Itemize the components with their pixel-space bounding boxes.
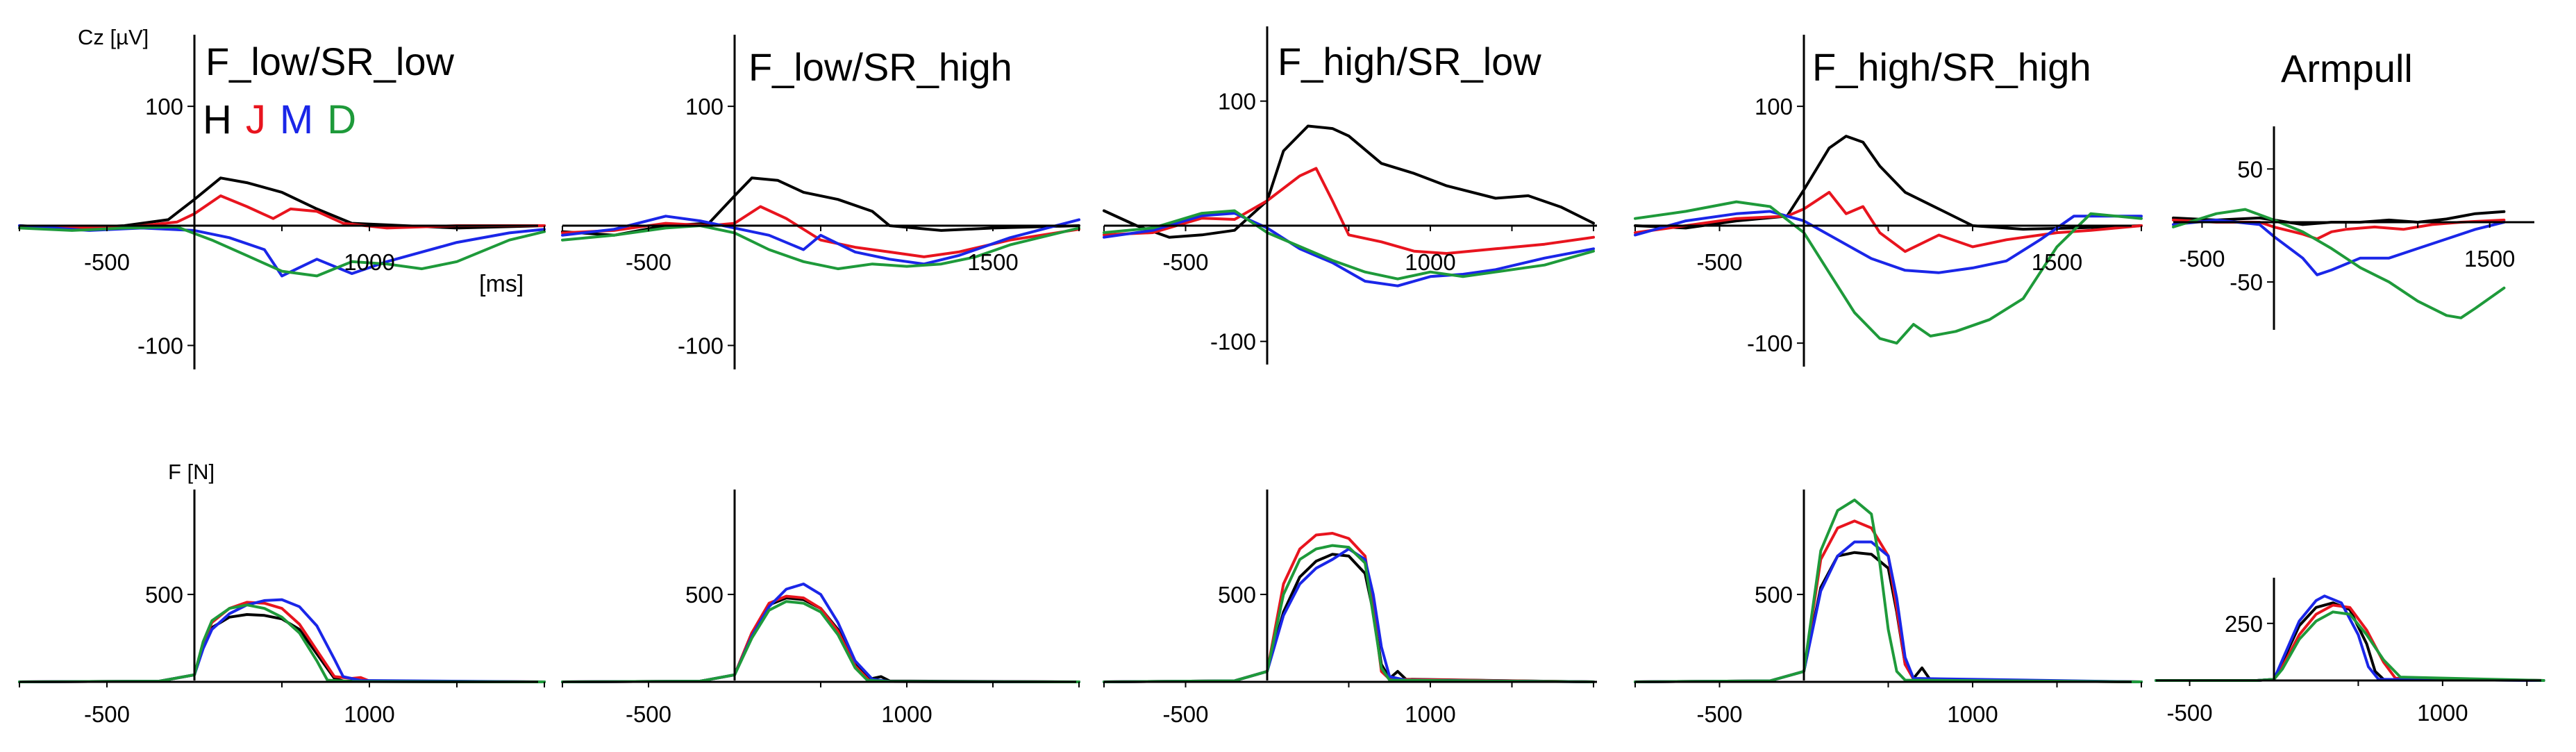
- series-line-j: [1634, 190, 2143, 253]
- series-line-h: [1103, 553, 1595, 683]
- legend-m: M: [280, 97, 313, 142]
- x-tick-label: -500: [1696, 249, 1742, 275]
- y-tick-label: 100: [685, 94, 724, 119]
- series-line-j: [18, 194, 546, 230]
- chart-title: F_low/SR_low: [206, 40, 454, 83]
- series-line-d: [2155, 610, 2545, 682]
- x-tick-label: -500: [2179, 246, 2225, 271]
- series-line-j: [18, 601, 546, 683]
- x-tick-label: -500: [1696, 701, 1742, 727]
- x-tick-label: 1000: [1405, 701, 1455, 727]
- time-unit-label: [ms]: [479, 271, 524, 297]
- series-line-m: [18, 598, 546, 683]
- eeg-y-axis-label: Cz [µV]: [78, 25, 149, 49]
- y-tick-label: -100: [1210, 329, 1256, 355]
- y-tick-label: 50: [2237, 156, 2263, 182]
- x-tick-label: 1000: [881, 701, 932, 727]
- series-line-d: [18, 603, 546, 683]
- chart-title: F_low/SR_high: [748, 45, 1012, 89]
- chart-panel-9: -500 1000 500: [1634, 490, 2143, 727]
- chart-title: F_high/SR_high: [1812, 45, 2091, 89]
- series-line-d: [1103, 209, 1595, 281]
- force-y-axis-label: F [N]: [168, 460, 215, 484]
- x-tick-label: 1000: [344, 701, 394, 727]
- chart-panel-1: -500 1000 100 -100 F_low/SR_low: [18, 35, 546, 369]
- x-tick-label: 1500: [2464, 246, 2515, 271]
- y-tick-label: 100: [1755, 94, 1793, 119]
- series-line-d: [1103, 544, 1595, 683]
- panels-group: -500 1000 100 -100 F_low/SR_low -500 1500 100 -1…: [18, 26, 2545, 727]
- legend-j: J: [246, 97, 266, 142]
- series-line-m: [561, 583, 1080, 683]
- series-line-h: [18, 176, 546, 230]
- legend-d: D: [327, 97, 356, 142]
- chart-panel-10: -500 1000 250: [2155, 578, 2545, 726]
- y-tick-label: 250: [2225, 611, 2263, 637]
- series-line-d: [18, 225, 546, 278]
- series-line-m: [1634, 210, 2143, 274]
- series-line-h: [1634, 135, 2143, 231]
- x-tick-label: 1000: [1405, 249, 1455, 275]
- series-line-h: [1103, 124, 1595, 239]
- series-line-j: [1634, 519, 2143, 683]
- series-line-m: [1103, 212, 1595, 287]
- y-tick-label: -100: [678, 333, 724, 359]
- y-tick-label: 500: [685, 582, 724, 608]
- y-tick-label: 500: [145, 582, 183, 608]
- y-tick-label: -100: [137, 333, 183, 359]
- chart-panel-6: -500 1000 500: [18, 490, 546, 727]
- y-tick-label: 500: [1218, 582, 1256, 608]
- x-tick-label: 1000: [1947, 701, 1998, 727]
- x-tick-label: -500: [84, 701, 130, 727]
- chart-panel-3: -500 1000 100 -100 F_high/SR_low: [1103, 26, 1597, 365]
- chart-panel-7: -500 1000 500: [561, 490, 1080, 727]
- y-tick-label: 100: [1218, 89, 1256, 115]
- series-line-m: [1103, 547, 1595, 683]
- chart-panel-2: -500 1500 100 -100 F_low/SR_high: [561, 35, 1080, 369]
- x-tick-label: -500: [626, 249, 671, 275]
- series-line-d: [1634, 200, 2143, 345]
- y-tick-label: 500: [1755, 582, 1793, 608]
- x-tick-label: 1000: [344, 249, 394, 275]
- series-line-h: [18, 613, 546, 683]
- x-tick-label: -500: [1162, 701, 1208, 727]
- x-tick-label: -500: [626, 701, 671, 727]
- x-tick-label: -500: [2167, 700, 2213, 726]
- x-tick-label: 1500: [967, 249, 1018, 275]
- series-line-d: [561, 600, 1080, 683]
- y-tick-label: 100: [145, 94, 183, 119]
- chart-panel-4: -500 1500 100 -100 F_high/SR_high: [1634, 35, 2143, 367]
- series-line-j: [561, 205, 1080, 258]
- series-line-j: [561, 594, 1080, 683]
- x-tick-label: 1500: [2032, 249, 2082, 275]
- chart-title: Armpull: [2281, 47, 2413, 90]
- y-tick-label: -100: [1747, 331, 1793, 356]
- series-line-d: [1634, 499, 2143, 683]
- series-line-m: [1634, 540, 2143, 683]
- x-tick-label: -500: [1162, 249, 1208, 275]
- series-line-h: [1634, 551, 2143, 683]
- chart-panel-8: -500 1000 500: [1103, 490, 1597, 727]
- y-tick-label: -50: [2230, 269, 2263, 295]
- series-line-d: [561, 224, 1080, 271]
- series-line-d: [2172, 208, 2506, 319]
- legend-h: H: [203, 97, 232, 142]
- chart-title: F_high/SR_low: [1278, 40, 1541, 83]
- x-tick-label: -500: [84, 249, 130, 275]
- x-tick-label: 1000: [2417, 700, 2468, 726]
- series-line-j: [1103, 167, 1595, 255]
- chart-panel-5: -500 1500 50 -50 Armpull: [2172, 47, 2534, 330]
- series-line-m: [561, 215, 1080, 266]
- series-line-m: [2172, 218, 2506, 276]
